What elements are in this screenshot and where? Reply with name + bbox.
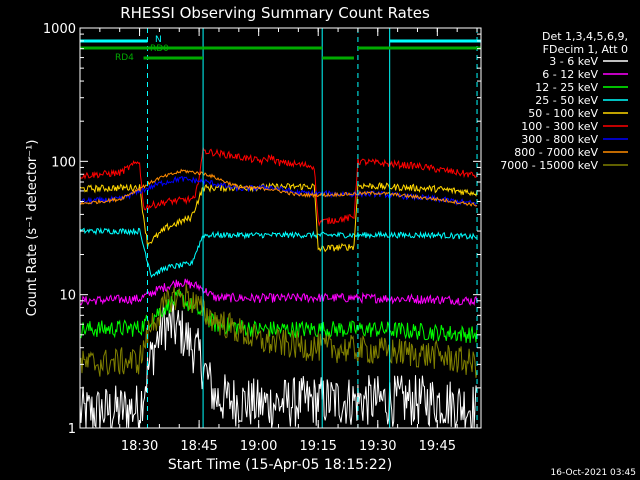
- flag-label-rd4: RD4: [115, 53, 134, 63]
- series-line-3: [79, 227, 478, 279]
- legend-header-1: FDecim 1, Att 0: [543, 43, 628, 56]
- y-tick-label-0: 1: [68, 422, 76, 437]
- x-tick-label-1: 18:45: [180, 439, 217, 454]
- legend-label-6: 300 - 800 keV: [521, 133, 598, 146]
- legend-label-5: 100 - 300 keV: [521, 120, 598, 133]
- x-tick-label-5: 19:45: [419, 439, 456, 454]
- x-tick-label-3: 19:15: [299, 439, 336, 454]
- y-axis-label: Count Rate (s⁻¹ detector⁻¹): [25, 140, 40, 317]
- legend-label-3: 25 - 50 keV: [535, 94, 598, 107]
- x-axis-label: Start Time (15-Apr-05 18:15:22): [168, 457, 392, 473]
- y-tick-label-2: 100: [51, 155, 76, 170]
- x-tick-label-0: 18:30: [121, 439, 158, 454]
- axis-layer: 1 10 100 1000 18:30 18:45 19:00 19:15 19:30 19:45: [43, 22, 482, 454]
- plot-frame: [79, 27, 482, 429]
- legend-header-0: Det 1,3,4,5,6,9,: [542, 30, 628, 43]
- legend-label-0: 3 - 6 keV: [549, 55, 598, 68]
- series-line-5: [79, 147, 478, 227]
- series-line-8: [79, 283, 478, 378]
- data-layer: [79, 147, 478, 429]
- legend-label-8: 7000 - 15000 keV: [500, 159, 598, 172]
- x-tick-label-2: 19:00: [240, 439, 277, 454]
- flag-label-n: N: [155, 35, 162, 45]
- legend-label-7: 800 - 7000 keV: [514, 146, 598, 159]
- timestamp: 16-Oct-2021 03:45: [551, 468, 636, 478]
- x-tick-label-4: 19:30: [359, 439, 396, 454]
- legend-label-1: 6 - 12 keV: [542, 68, 598, 81]
- y-tick-label-3: 1000: [43, 22, 76, 37]
- series-line-0: [79, 301, 478, 429]
- flag-label-rd0: RD0: [150, 44, 169, 54]
- legend-label-4: 50 - 100 keV: [528, 107, 598, 120]
- series-line-1: [79, 278, 478, 306]
- series-line-2: [79, 289, 478, 344]
- y-tick-label-1: 10: [59, 289, 76, 304]
- legend-label-2: 12 - 25 keV: [535, 81, 598, 94]
- legend: Det 1,3,4,5,6,9,FDecim 1, Att 03 - 6 keV…: [500, 30, 628, 172]
- series-line-7: [79, 168, 478, 207]
- chart-title: RHESSI Observing Summary Count Rates: [120, 4, 430, 22]
